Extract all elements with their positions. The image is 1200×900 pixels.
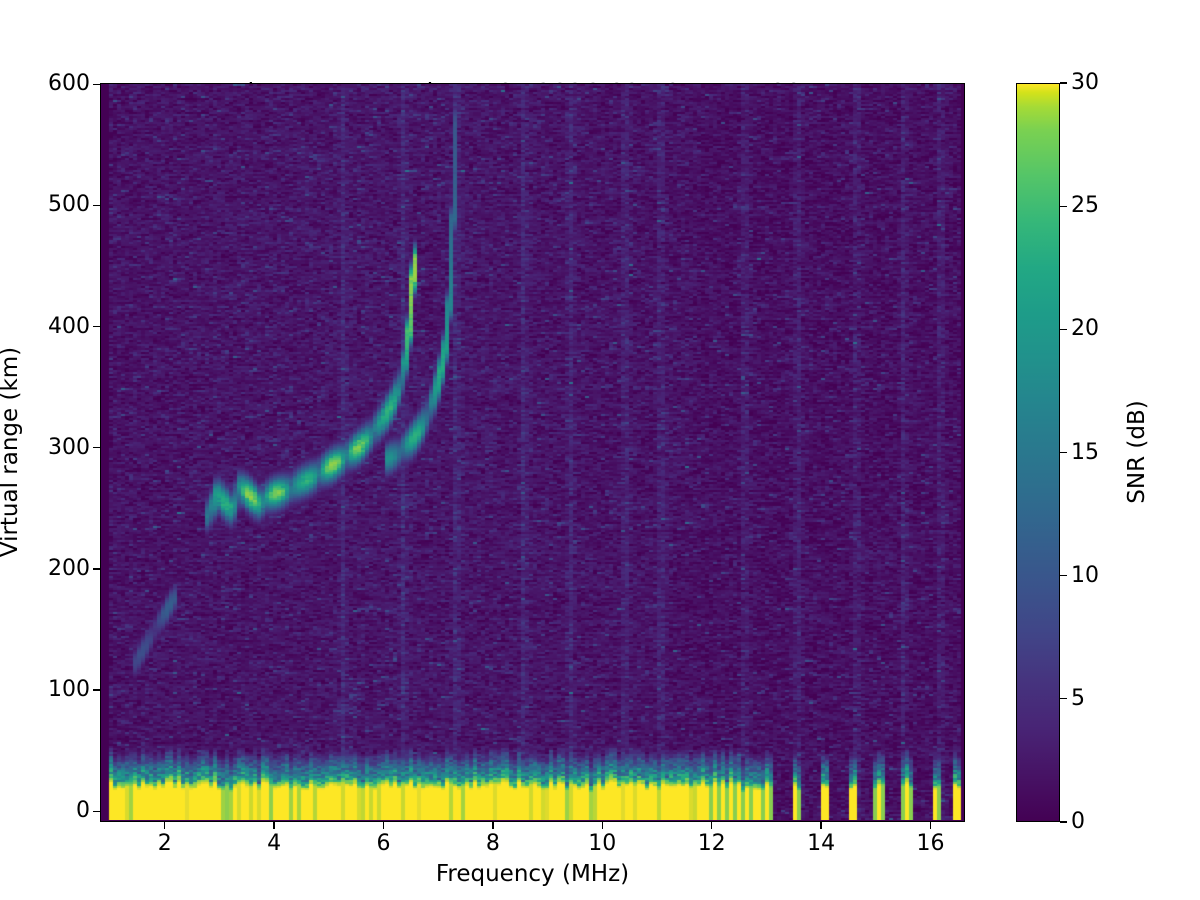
x-tick-mark bbox=[711, 822, 713, 829]
colorbar-tick-mark bbox=[1060, 451, 1067, 454]
colorbar-tick-mark bbox=[1060, 205, 1067, 207]
x-tick-label: 6 bbox=[376, 831, 391, 856]
colorbar-tick-mark bbox=[1060, 328, 1067, 330]
x-tick-label: 4 bbox=[267, 831, 282, 856]
y-tick-label: 100 bbox=[48, 677, 90, 703]
colorbar-tick-label: 5 bbox=[1071, 685, 1085, 711]
x-tick-mark bbox=[929, 822, 932, 829]
ionogram-heatmap bbox=[101, 84, 963, 820]
colorbar-label: SNR (dB) bbox=[1124, 400, 1150, 504]
x-tick-mark bbox=[164, 822, 166, 829]
y-tick-label: 300 bbox=[48, 434, 90, 460]
y-tick-mark bbox=[93, 325, 100, 328]
x-tick-label: 16 bbox=[916, 831, 945, 856]
colorbar bbox=[1016, 83, 1060, 822]
x-tick-label: 8 bbox=[485, 831, 500, 856]
x-tick-label: 10 bbox=[588, 831, 617, 856]
colorbar-tick-label: 15 bbox=[1071, 439, 1099, 465]
y-tick-label: 500 bbox=[48, 192, 90, 218]
y-tick-mark bbox=[93, 568, 100, 570]
x-tick-label: 14 bbox=[807, 831, 836, 856]
colorbar-tick-mark bbox=[1060, 821, 1067, 823]
x-tick-mark bbox=[601, 822, 603, 829]
x-tick-mark bbox=[820, 822, 822, 829]
colorbar-tick-label: 0 bbox=[1071, 809, 1085, 834]
y-tick-mark bbox=[93, 204, 100, 207]
x-tick-mark bbox=[273, 822, 275, 829]
y-tick-label: 400 bbox=[48, 313, 90, 339]
y-tick-mark bbox=[93, 810, 100, 812]
y-tick-mark bbox=[93, 83, 100, 85]
colorbar-tick-mark bbox=[1060, 82, 1067, 84]
ionogram-plot-area bbox=[100, 83, 965, 822]
colorbar-tick-label: 20 bbox=[1071, 316, 1099, 342]
x-axis-label: Frequency (MHz) bbox=[435, 861, 630, 887]
y-tick-label: 600 bbox=[48, 71, 90, 97]
y-tick-mark bbox=[93, 689, 100, 691]
x-tick-mark bbox=[492, 822, 494, 829]
colorbar-tick-mark bbox=[1060, 698, 1067, 700]
y-axis-label: Virtual range (km) bbox=[0, 346, 23, 558]
x-tick-label: 2 bbox=[157, 831, 172, 856]
colorbar-tick-mark bbox=[1060, 575, 1067, 577]
y-tick-mark bbox=[93, 447, 100, 449]
y-tick-label: 0 bbox=[76, 798, 90, 824]
colorbar-tick-label: 25 bbox=[1071, 193, 1099, 219]
x-tick-label: 12 bbox=[697, 831, 726, 856]
colorbar-tick-label: 10 bbox=[1071, 562, 1099, 588]
colorbar-tick-label: 30 bbox=[1071, 70, 1099, 95]
y-tick-label: 200 bbox=[48, 555, 90, 581]
x-tick-mark bbox=[382, 822, 385, 829]
